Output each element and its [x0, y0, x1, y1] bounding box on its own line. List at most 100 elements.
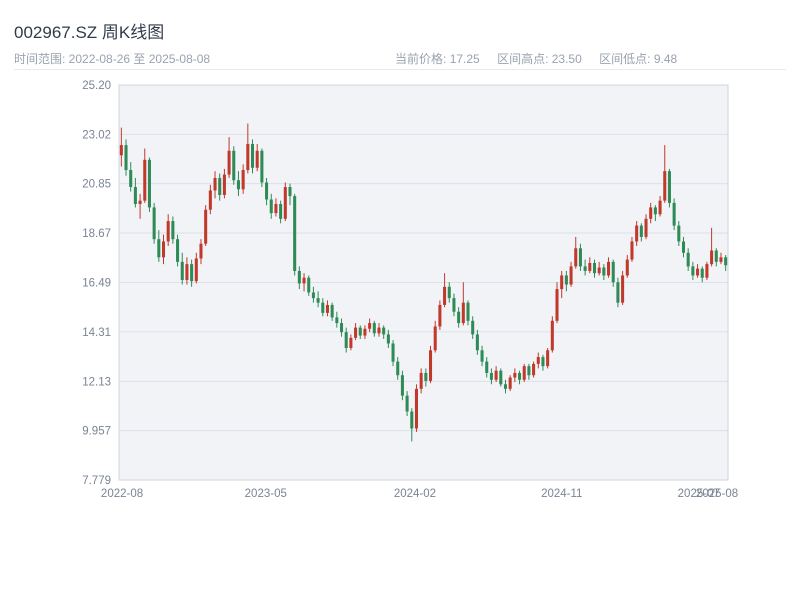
- price-stats: 当前价格: 17.25 区间高点: 23.50 区间低点: 9.48: [395, 50, 691, 67]
- candle-body: [372, 323, 376, 334]
- candle-body: [630, 241, 634, 260]
- y-tick-label: 16.49: [82, 277, 111, 289]
- candle-body: [400, 375, 404, 396]
- candle-body: [569, 266, 573, 285]
- candle-body: [194, 258, 198, 282]
- candle-body: [602, 267, 606, 276]
- candle-body: [588, 262, 592, 271]
- candle-body: [185, 264, 189, 280]
- candle-body: [138, 200, 142, 205]
- candle-body: [461, 302, 465, 324]
- candle-body: [541, 357, 545, 367]
- candle-body: [124, 145, 128, 171]
- candle-body: [518, 372, 522, 380]
- candle-body: [536, 357, 540, 364]
- candle-body: [696, 268, 700, 276]
- candle-body: [241, 170, 245, 190]
- time-range-text: 时间范围: 2022-08-26 至 2025-08-08: [14, 52, 211, 66]
- candle-body: [527, 366, 531, 376]
- candle-body: [368, 323, 372, 329]
- candle-body: [438, 304, 442, 327]
- candle-body: [157, 239, 161, 258]
- candle-body: [311, 292, 315, 299]
- candle-body: [293, 196, 297, 271]
- candle-body: [433, 326, 437, 351]
- candle-body: [274, 204, 278, 214]
- candle-body: [386, 334, 390, 344]
- candle-body: [681, 241, 686, 253]
- y-tick-label: 9.957: [82, 426, 111, 438]
- y-tick-label: 14.31: [82, 327, 111, 339]
- candle-body: [555, 289, 559, 321]
- plot-border: [118, 84, 729, 481]
- candle-body: [686, 252, 690, 267]
- y-tick-label: 18.67: [82, 228, 111, 240]
- candle-body: [176, 239, 180, 262]
- candle-body: [321, 302, 325, 313]
- candle-body: [180, 261, 184, 280]
- y-tick-label: 23.02: [82, 129, 111, 141]
- candle-body: [522, 366, 526, 380]
- candle-body: [724, 257, 728, 266]
- candle-body: [255, 150, 259, 168]
- candle-body: [480, 350, 484, 362]
- candle-body: [269, 199, 273, 214]
- range-low-value: 9.48: [653, 52, 678, 66]
- page-title: 002967.SZ 周K线图: [14, 23, 165, 42]
- candle-body: [147, 159, 151, 208]
- candle-body: [232, 150, 236, 181]
- candle-body: [583, 266, 587, 271]
- x-tick-label: 2024-11: [541, 488, 582, 500]
- candle-body: [316, 298, 320, 303]
- current-price-value: 17.25: [449, 52, 480, 66]
- candle-body: [152, 207, 156, 240]
- candle-body: [452, 298, 456, 312]
- candle-body: [658, 200, 662, 215]
- candle-body: [494, 370, 498, 380]
- candle-body: [391, 343, 395, 362]
- y-tick-label: 25.20: [82, 80, 111, 92]
- candle-body: [218, 177, 222, 195]
- candle-body: [560, 275, 564, 290]
- current-price-stat: 当前价格: 17.25: [395, 52, 480, 66]
- candle-body: [532, 363, 536, 376]
- candle-body: [653, 207, 657, 215]
- candle-body: [592, 262, 597, 274]
- candle-body: [358, 327, 362, 336]
- candle-body: [443, 286, 447, 305]
- candle-body: [649, 207, 653, 219]
- candle-body: [363, 328, 367, 336]
- range-high-stat: 区间高点: 23.50: [497, 52, 582, 66]
- x-tick-label: 2022-08: [101, 488, 143, 500]
- candle-body: [410, 411, 414, 429]
- candle-body: [283, 187, 287, 219]
- candle-body: [260, 150, 264, 183]
- candle-body: [564, 275, 568, 285]
- candle-body: [419, 372, 423, 389]
- candle-body: [143, 159, 147, 201]
- candle-body: [208, 190, 212, 210]
- candle-body: [405, 395, 409, 412]
- candle-body: [344, 332, 348, 349]
- candle-body: [625, 259, 629, 276]
- range-high-value: 23.50: [551, 52, 582, 66]
- candle-body: [644, 218, 648, 237]
- header-divider: [14, 69, 786, 70]
- candle-body: [227, 150, 231, 175]
- y-tick-label: 7.779: [82, 475, 111, 487]
- range-low-label: 区间低点:: [599, 52, 651, 66]
- candle-body: [513, 372, 517, 378]
- candle-body: [700, 268, 704, 278]
- candle-body: [199, 243, 203, 259]
- x-tick-label: 2024-02: [394, 488, 436, 500]
- candle-body: [550, 320, 554, 351]
- candle-body: [635, 225, 639, 242]
- candle-body: [607, 261, 611, 276]
- candle-body: [719, 257, 723, 262]
- candle-body: [288, 187, 292, 197]
- current-price-label: 当前价格:: [395, 52, 447, 66]
- candle-body: [213, 177, 217, 191]
- x-tick-label: 2025-08: [696, 488, 738, 500]
- candle-body: [597, 267, 601, 274]
